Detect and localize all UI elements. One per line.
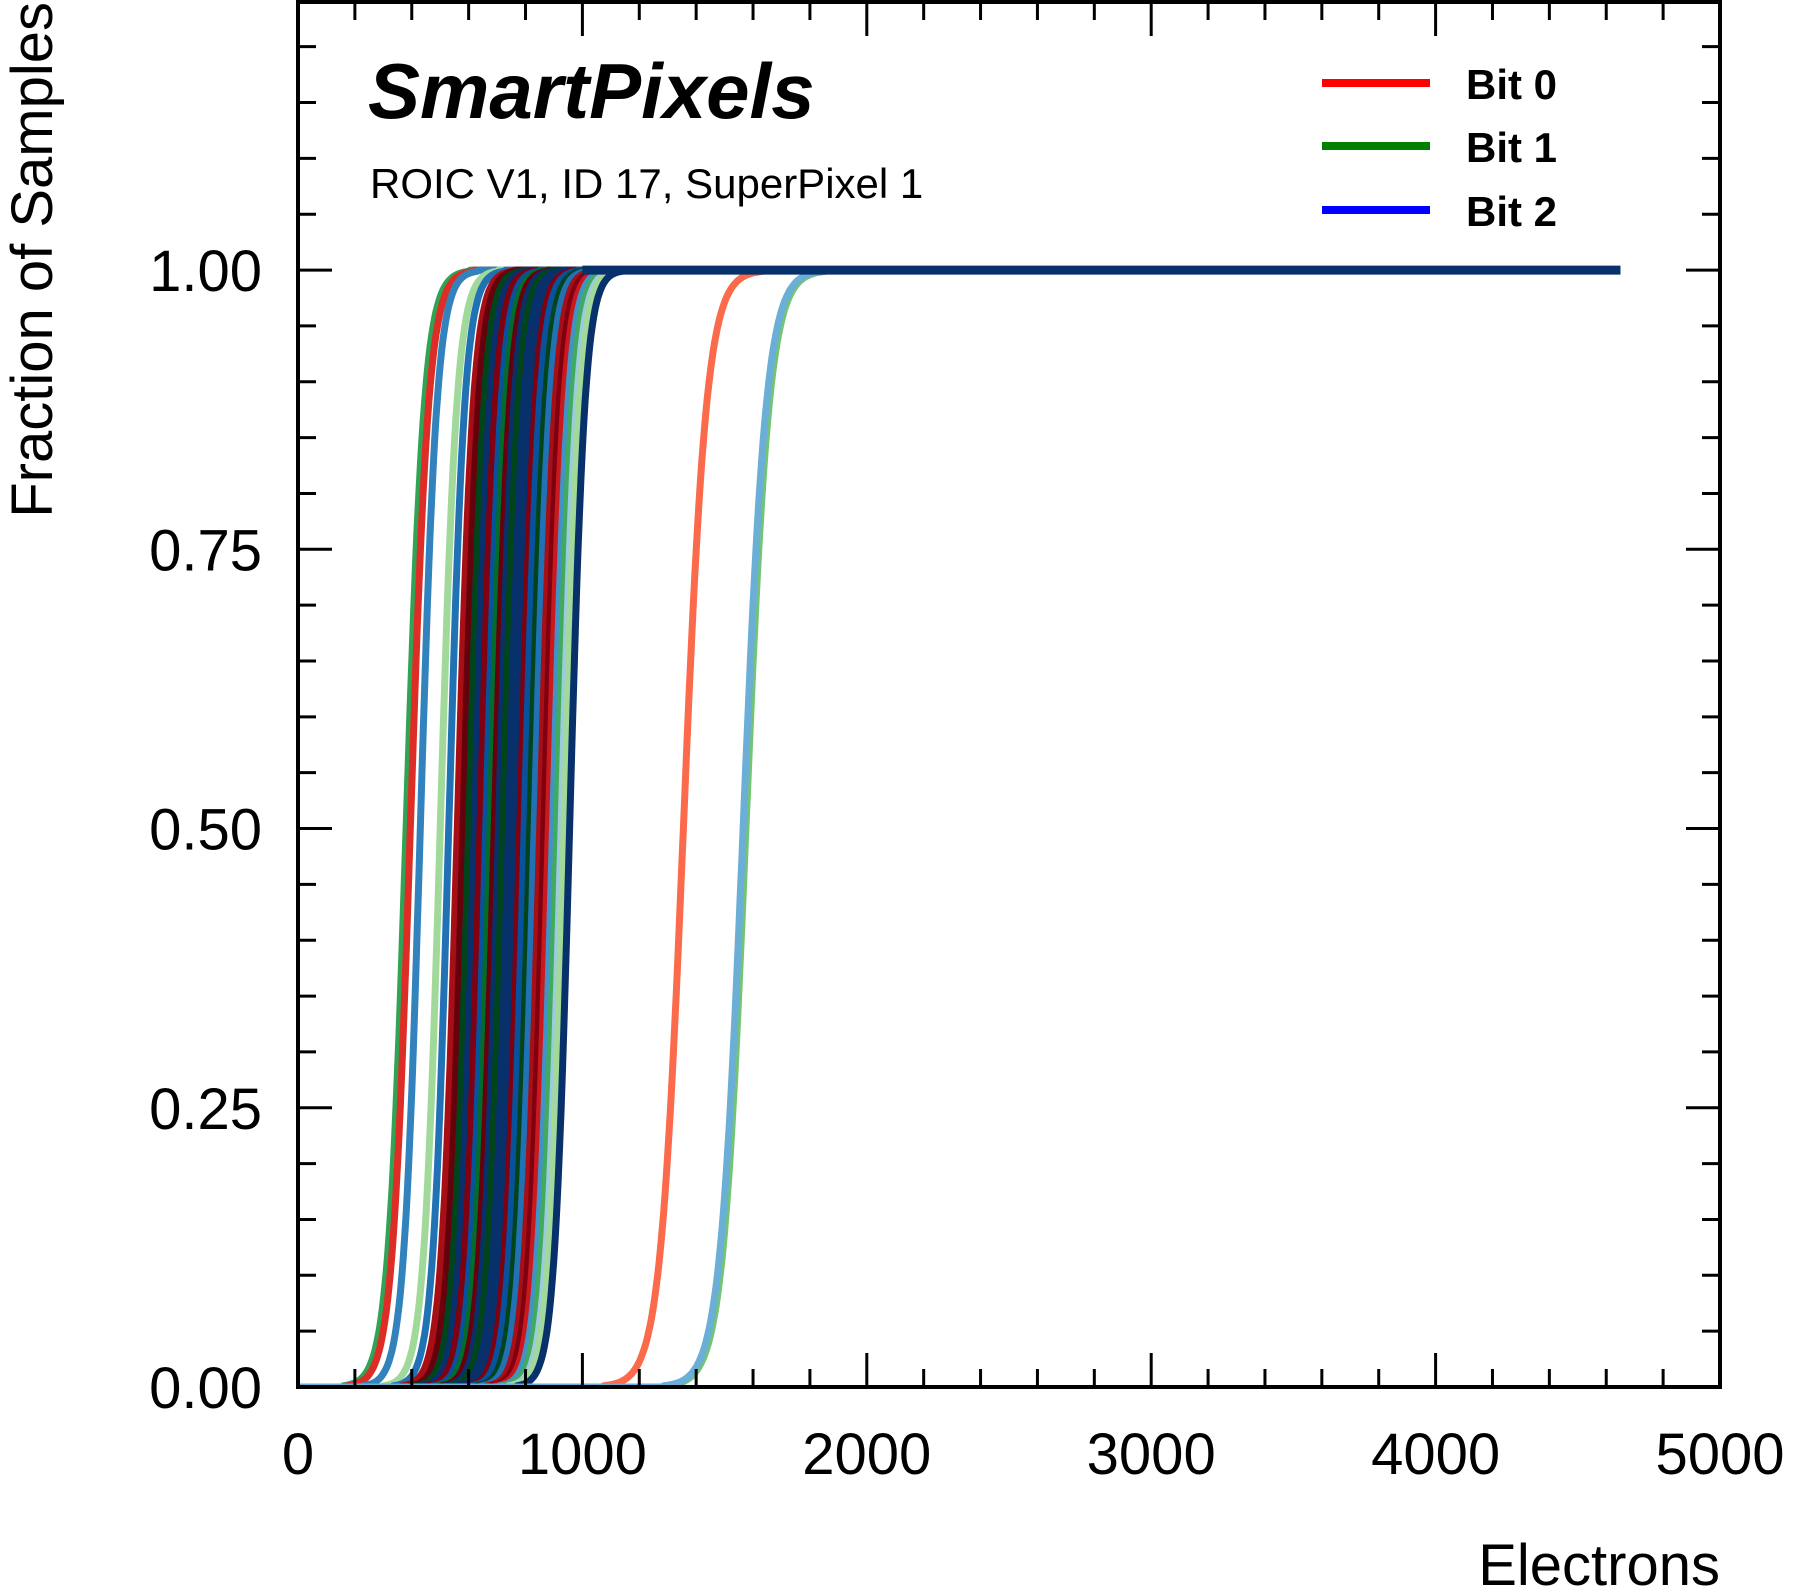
y-tick-label: 1.00 [149, 239, 262, 304]
legend-label: Bit 0 [1466, 61, 1557, 108]
x-tick-label: 4000 [1371, 1422, 1500, 1487]
x-tick-labels: 0 1000 2000 3000 4000 5000 [282, 1422, 1785, 1487]
x-tick-label: 1000 [518, 1422, 647, 1487]
series-curves [298, 265, 1623, 1388]
axis-ticks [296, 2, 1722, 1389]
y-tick-label: 0.25 [149, 1077, 262, 1142]
x-axis-title: Electrons [1478, 1533, 1720, 1593]
x-tick-label: 0 [282, 1422, 314, 1487]
legend-entry-bit-2: Bit 2 [1322, 188, 1557, 235]
legend-entry-bit-1: Bit 1 [1322, 124, 1557, 171]
x-tick-label: 3000 [1087, 1422, 1216, 1487]
chart-title: SmartPixels [368, 47, 815, 135]
legend: Bit 0 Bit 1 Bit 2 [1322, 61, 1557, 235]
chart-subtitle: ROIC V1, ID 17, SuperPixel 1 [370, 160, 923, 207]
plot-frame [296, 0, 1722, 1389]
x-tick-label: 5000 [1655, 1422, 1784, 1487]
y-tick-label: 0.75 [149, 518, 262, 583]
legend-entry-bit-0: Bit 0 [1322, 61, 1557, 108]
y-tick-label: 0.50 [149, 798, 262, 863]
legend-label: Bit 1 [1466, 124, 1557, 171]
y-axis-title: Fraction of Samples [0, 2, 65, 518]
y-tick-label: 0.00 [149, 1356, 262, 1421]
legend-label: Bit 2 [1466, 188, 1557, 235]
x-tick-label: 2000 [802, 1422, 931, 1487]
y-tick-labels: 0.00 0.25 0.50 0.75 1.00 [149, 239, 262, 1421]
